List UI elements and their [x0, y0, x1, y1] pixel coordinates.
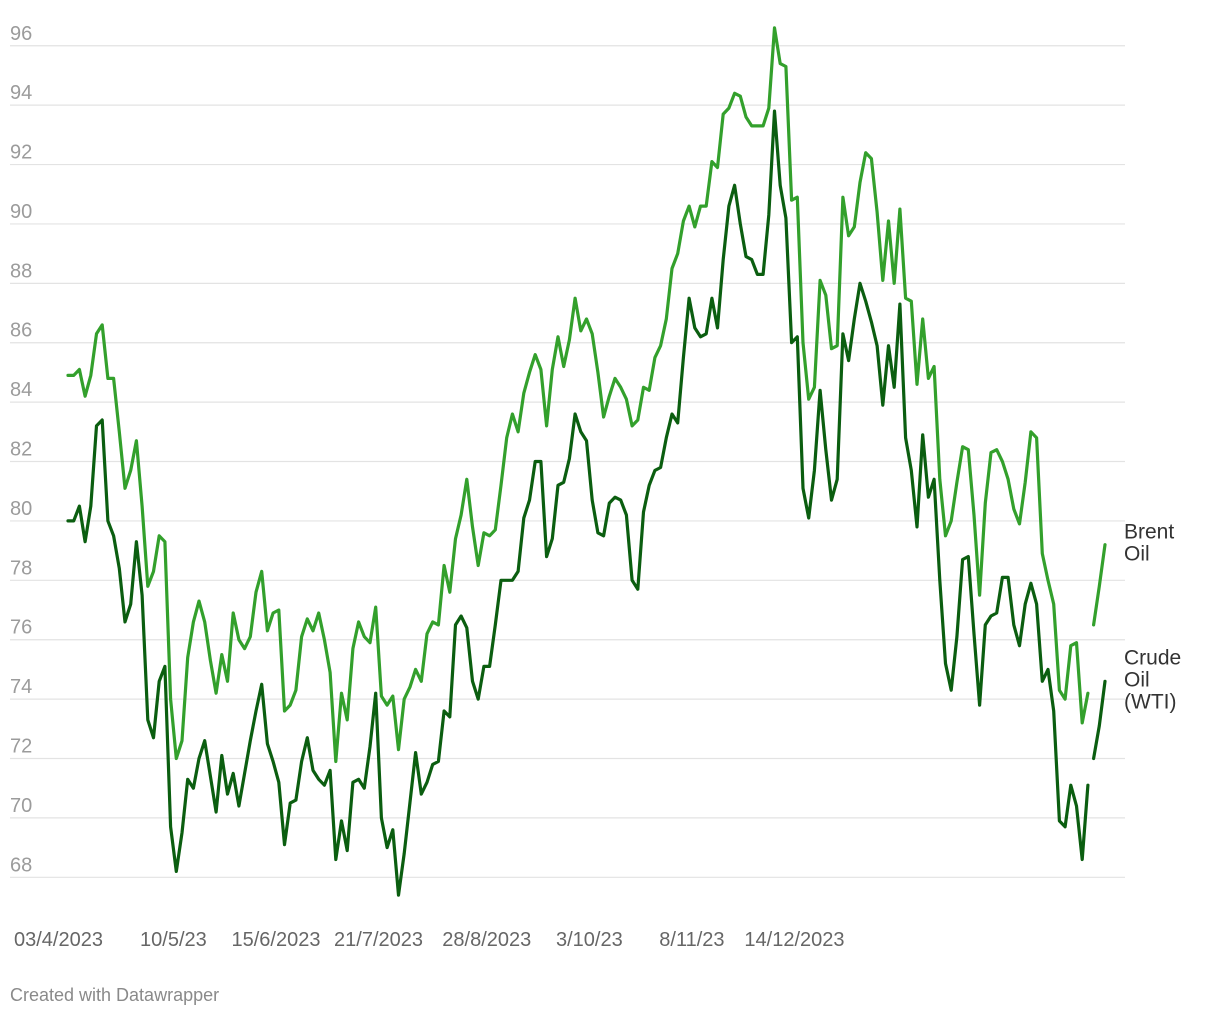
x-tick-label: 03/4/2023	[14, 929, 103, 951]
series-label-crude-oil-wti: Crude Oil (WTI)	[1124, 646, 1181, 713]
y-tick-label: 70	[10, 795, 32, 817]
y-tick-label: 86	[10, 320, 32, 342]
series-lines	[66, 26, 1107, 897]
y-tick-label: 96	[10, 23, 32, 45]
y-tick-label: 82	[10, 439, 32, 461]
x-tick-label: 10/5/23	[140, 929, 207, 951]
x-tick-label: 15/6/2023	[231, 929, 320, 951]
series-label-brent-oil: Brent Oil	[1124, 521, 1174, 566]
x-tick-label: 28/8/2023	[442, 929, 531, 951]
series-line-crude-oil-wti	[66, 109, 1107, 897]
y-tick-label: 90	[10, 201, 32, 223]
footer-credit: Created with Datawrapper	[10, 985, 220, 1005]
y-tick-label: 68	[10, 854, 32, 876]
series-labels: Brent Oil Crude Oil (WTI)	[1124, 521, 1181, 714]
y-tick-label: 76	[10, 617, 32, 639]
x-axis-ticks: 03/4/2023 10/5/23 15/6/2023 21/7/2023 28/8/2…	[14, 929, 845, 951]
gridlines	[10, 45, 1125, 878]
y-tick-label: 80	[10, 498, 32, 520]
x-tick-label: 8/11/23	[659, 929, 724, 951]
x-tick-label: 14/12/2023	[744, 929, 844, 951]
y-tick-label: 88	[10, 260, 32, 282]
y-tick-label: 72	[10, 736, 32, 758]
y-tick-label: 84	[10, 379, 32, 401]
y-tick-label: 78	[10, 557, 32, 579]
y-tick-label: 92	[10, 142, 32, 164]
y-axis-ticks: 68 70 72 74 76 78 80 82 84 86 88 90 92 94 96	[10, 23, 32, 877]
y-tick-label: 74	[10, 676, 32, 698]
series-line-brent-oil	[66, 26, 1107, 764]
y-tick-label: 94	[10, 82, 32, 104]
x-tick-label: 21/7/2023	[334, 929, 423, 951]
x-tick-label: 3/10/23	[556, 929, 623, 951]
